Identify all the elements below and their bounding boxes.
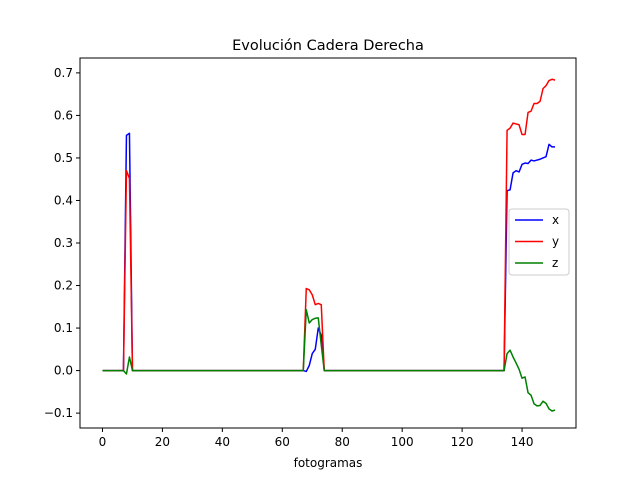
x-tick-label: 100 bbox=[391, 435, 414, 449]
x-axis-ticks: 0 20 40 60 80 100 120 140 bbox=[99, 428, 534, 449]
y-tick-label: 0.7 bbox=[54, 66, 73, 80]
y-tick-label: 0.3 bbox=[54, 236, 73, 250]
y-tick-label: 0.0 bbox=[54, 364, 73, 378]
x-tick-label: 20 bbox=[155, 435, 170, 449]
x-tick-label: 80 bbox=[335, 435, 350, 449]
y-axis-ticks: −0.1 0.0 0.1 0.2 0.3 0.4 0.5 0.6 0.7 bbox=[44, 66, 80, 420]
series-line-z bbox=[102, 309, 556, 412]
y-tick-label: −0.1 bbox=[44, 406, 73, 420]
x-tick-label: 40 bbox=[215, 435, 230, 449]
legend-label-y: y bbox=[552, 235, 559, 249]
legend-label-z: z bbox=[552, 256, 558, 270]
x-tick-label: 0 bbox=[99, 435, 107, 449]
x-tick-label: 60 bbox=[275, 435, 290, 449]
x-axis-label: fotogramas bbox=[294, 456, 363, 470]
y-tick-label: 0.1 bbox=[54, 321, 73, 335]
y-tick-label: 0.2 bbox=[54, 279, 73, 293]
plot-lines bbox=[102, 78, 556, 412]
x-tick-label: 140 bbox=[511, 435, 534, 449]
legend: xyz bbox=[508, 208, 570, 276]
y-tick-label: 0.4 bbox=[54, 193, 73, 207]
x-tick-label: 120 bbox=[451, 435, 474, 449]
y-tick-label: 0.6 bbox=[54, 108, 73, 122]
chart-title: Evolución Cadera Derecha bbox=[232, 38, 424, 54]
legend-label-x: x bbox=[552, 213, 559, 227]
y-tick-label: 0.5 bbox=[54, 151, 73, 165]
